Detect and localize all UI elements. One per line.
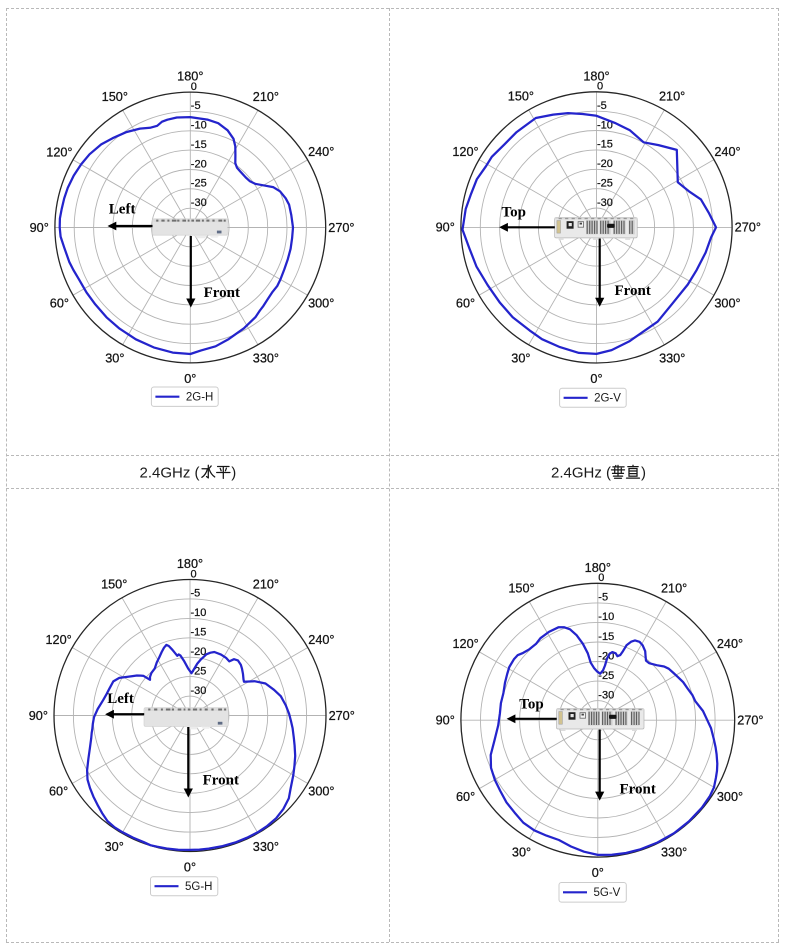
svg-text:330°: 330° [253,840,279,854]
svg-text:Front: Front [203,772,239,788]
svg-text:-15: -15 [191,139,207,151]
svg-text:-5: -5 [598,592,608,604]
svg-text:210°: 210° [253,577,279,591]
svg-text:Left: Left [109,202,136,218]
svg-text:180°: 180° [583,69,609,83]
svg-text:-15: -15 [597,139,613,151]
svg-text:-15: -15 [191,627,207,639]
svg-text:90°: 90° [436,714,455,728]
svg-text:Top: Top [502,205,526,221]
svg-text:240°: 240° [717,637,743,651]
svg-text:Front: Front [615,283,651,299]
svg-text:0: 0 [191,81,197,93]
svg-text:210°: 210° [659,90,685,104]
svg-text:90°: 90° [30,221,49,235]
svg-text:-10: -10 [597,119,613,131]
svg-text:0°: 0° [184,861,196,875]
svg-text:240°: 240° [714,145,740,159]
svg-text:60°: 60° [456,790,475,804]
svg-text:-25: -25 [597,178,613,190]
svg-text:30°: 30° [105,840,124,854]
svg-text:-30: -30 [597,197,613,209]
svg-text:-5: -5 [191,100,201,112]
svg-text:-20: -20 [191,158,207,170]
svg-text:300°: 300° [308,296,334,310]
svg-text:300°: 300° [714,296,740,310]
svg-text:60°: 60° [50,296,69,310]
svg-text:210°: 210° [661,581,687,595]
svg-text:Left: Left [107,691,134,707]
svg-text:0°: 0° [590,372,602,386]
svg-text:120°: 120° [452,145,478,159]
svg-text:240°: 240° [308,633,334,647]
svg-text:-20: -20 [191,646,207,658]
svg-text:-30: -30 [191,685,207,697]
svg-text:330°: 330° [661,846,687,860]
svg-text:60°: 60° [456,296,475,310]
svg-text:-30: -30 [598,689,614,701]
svg-text:90°: 90° [29,709,48,723]
svg-text:60°: 60° [49,785,68,799]
svg-text:2.4GHz (: 2.4GHz ( [140,464,200,481]
svg-text:2.4GHz (: 2.4GHz ( [551,464,611,481]
svg-text:-5: -5 [597,100,607,112]
svg-text:210°: 210° [253,90,279,104]
svg-text:0: 0 [597,81,603,93]
svg-text:): ) [231,464,236,481]
svg-text:270°: 270° [329,709,355,723]
svg-text:0°: 0° [592,866,604,880]
svg-text:Top: Top [519,697,543,713]
svg-text:0: 0 [191,568,197,580]
svg-text:150°: 150° [101,577,127,591]
svg-text:-20: -20 [597,158,613,170]
svg-text:-25: -25 [191,178,207,190]
svg-text:30°: 30° [512,846,531,860]
svg-text:-15: -15 [598,631,614,643]
svg-text:5G-V: 5G-V [594,887,621,899]
svg-text:5G-H: 5G-H [185,881,212,893]
svg-text:120°: 120° [46,145,72,159]
svg-text:-30: -30 [191,197,207,209]
svg-text:270°: 270° [328,221,354,235]
svg-text:270°: 270° [737,714,763,728]
svg-text:150°: 150° [102,90,128,104]
svg-text:180°: 180° [585,561,611,575]
svg-text:-10: -10 [598,611,614,623]
svg-text:150°: 150° [508,90,534,104]
svg-text:): ) [641,464,646,481]
svg-text:270°: 270° [735,221,761,235]
svg-text:30°: 30° [105,352,124,366]
svg-text:0: 0 [598,572,604,584]
svg-text:240°: 240° [308,145,334,159]
svg-text:0°: 0° [184,372,196,386]
svg-text:150°: 150° [508,581,534,595]
svg-text:300°: 300° [308,785,334,799]
svg-text:120°: 120° [452,637,478,651]
svg-text:Front: Front [620,782,656,798]
svg-text:330°: 330° [253,352,279,366]
svg-text:Front: Front [204,285,240,301]
svg-text:-5: -5 [191,588,201,600]
svg-text:-10: -10 [191,120,207,132]
svg-text:30°: 30° [511,352,530,366]
svg-text:330°: 330° [659,352,685,366]
svg-text:-10: -10 [191,607,207,619]
svg-text:180°: 180° [177,70,203,84]
svg-text:2G-V: 2G-V [594,393,621,405]
svg-text:180°: 180° [177,557,203,571]
svg-text:2G-H: 2G-H [186,392,213,404]
svg-text:90°: 90° [436,221,455,235]
svg-text:120°: 120° [45,633,71,647]
svg-text:300°: 300° [717,790,743,804]
